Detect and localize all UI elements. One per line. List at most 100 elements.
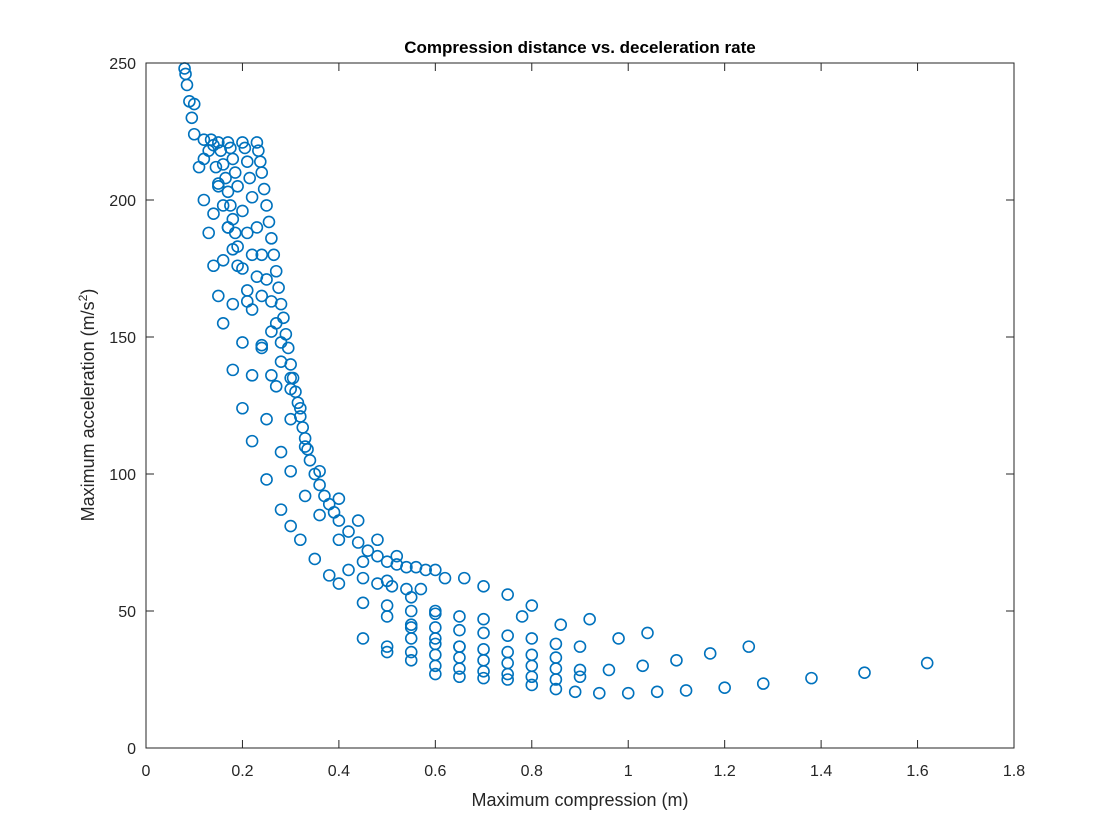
data-point <box>207 259 220 273</box>
data-point <box>371 549 384 563</box>
data-point <box>269 380 283 393</box>
data-point <box>238 141 252 155</box>
data-point <box>250 221 264 234</box>
data-point <box>250 136 264 149</box>
data-point <box>202 226 215 240</box>
data-point <box>457 571 471 585</box>
data-point <box>573 663 587 677</box>
plot-area <box>146 63 1014 748</box>
data-point <box>477 671 490 685</box>
data-point <box>212 136 225 149</box>
data-point <box>477 580 490 593</box>
data-point <box>742 640 756 653</box>
x-tick-label: 1.4 <box>810 763 832 780</box>
data-point <box>515 610 529 623</box>
data-point <box>255 338 269 352</box>
data-point <box>641 626 654 640</box>
data-point <box>265 369 278 382</box>
data-point <box>438 571 452 585</box>
data-point <box>269 264 283 278</box>
data-point <box>756 677 770 690</box>
data-point <box>219 171 232 185</box>
data-point <box>380 645 394 659</box>
data-point <box>216 253 230 267</box>
data-point <box>429 667 442 681</box>
data-point <box>380 599 394 612</box>
data-point <box>291 396 305 410</box>
data-point <box>573 640 587 653</box>
data-point <box>332 533 346 547</box>
data-point <box>525 632 539 645</box>
data-point <box>453 610 466 623</box>
data-point <box>236 262 249 275</box>
data-point <box>429 621 442 634</box>
data-point <box>568 685 582 699</box>
data-point <box>236 204 249 218</box>
y-tick-label: 200 <box>109 193 136 210</box>
data-point <box>267 248 281 262</box>
data-point <box>602 663 616 677</box>
data-point <box>501 588 514 601</box>
data-point <box>501 673 514 686</box>
data-point <box>400 560 413 574</box>
data-point <box>501 667 514 681</box>
data-point <box>286 371 300 385</box>
data-point <box>240 155 254 168</box>
data-point <box>185 111 199 125</box>
data-point <box>549 682 563 696</box>
data-point <box>231 240 244 253</box>
data-point <box>549 637 563 651</box>
data-point <box>274 503 288 516</box>
data-point <box>920 656 934 670</box>
y-axis-label-main: Maximum acceleration (m/s <box>78 301 98 521</box>
data-point <box>226 212 240 226</box>
data-point <box>525 678 539 692</box>
data-point <box>228 226 242 240</box>
data-point <box>240 226 254 240</box>
x-tick-label: 1.8 <box>1003 763 1025 780</box>
x-tick-label: 1.6 <box>906 763 928 780</box>
data-point <box>260 273 273 286</box>
x-tick-label: 0.8 <box>521 763 543 780</box>
x-axis-ticks: 0 0.2 0.4 0.6 0.8 1 1.2 1.4 1.6 1.8 <box>142 63 1025 780</box>
data-point <box>260 199 273 212</box>
data-point <box>255 248 269 262</box>
x-tick-label: 1 <box>624 763 633 780</box>
data-point <box>404 604 418 618</box>
data-point <box>284 358 297 371</box>
data-point <box>197 193 211 207</box>
data-point <box>477 626 490 640</box>
data-point <box>260 473 273 486</box>
data-point <box>332 577 346 590</box>
data-point <box>525 670 539 684</box>
data-point <box>226 363 240 377</box>
data-point <box>332 492 346 505</box>
data-point <box>621 686 635 700</box>
y-axis-label-tail: ) <box>78 289 98 295</box>
y-tick-label: 100 <box>109 467 136 484</box>
data-point <box>298 489 312 503</box>
data-point <box>453 662 466 675</box>
data-point <box>236 336 249 349</box>
data-point <box>549 673 563 686</box>
data-point <box>274 297 288 311</box>
data-point <box>313 478 326 492</box>
data-point <box>260 412 273 426</box>
data-point <box>255 289 269 303</box>
data-point <box>858 666 871 679</box>
data-point <box>477 612 490 626</box>
data-point <box>525 599 539 612</box>
data-point <box>477 664 490 678</box>
data-point <box>371 533 384 547</box>
x-tick-label: 0.2 <box>231 763 253 780</box>
data-point <box>390 549 404 563</box>
data-point <box>342 525 355 538</box>
y-tick-label: 250 <box>109 56 136 73</box>
data-point <box>453 623 466 637</box>
y-tick-label: 150 <box>109 330 136 347</box>
data-point <box>245 369 259 382</box>
data-point <box>573 670 587 684</box>
data-point <box>371 577 384 590</box>
data-point <box>245 303 259 316</box>
